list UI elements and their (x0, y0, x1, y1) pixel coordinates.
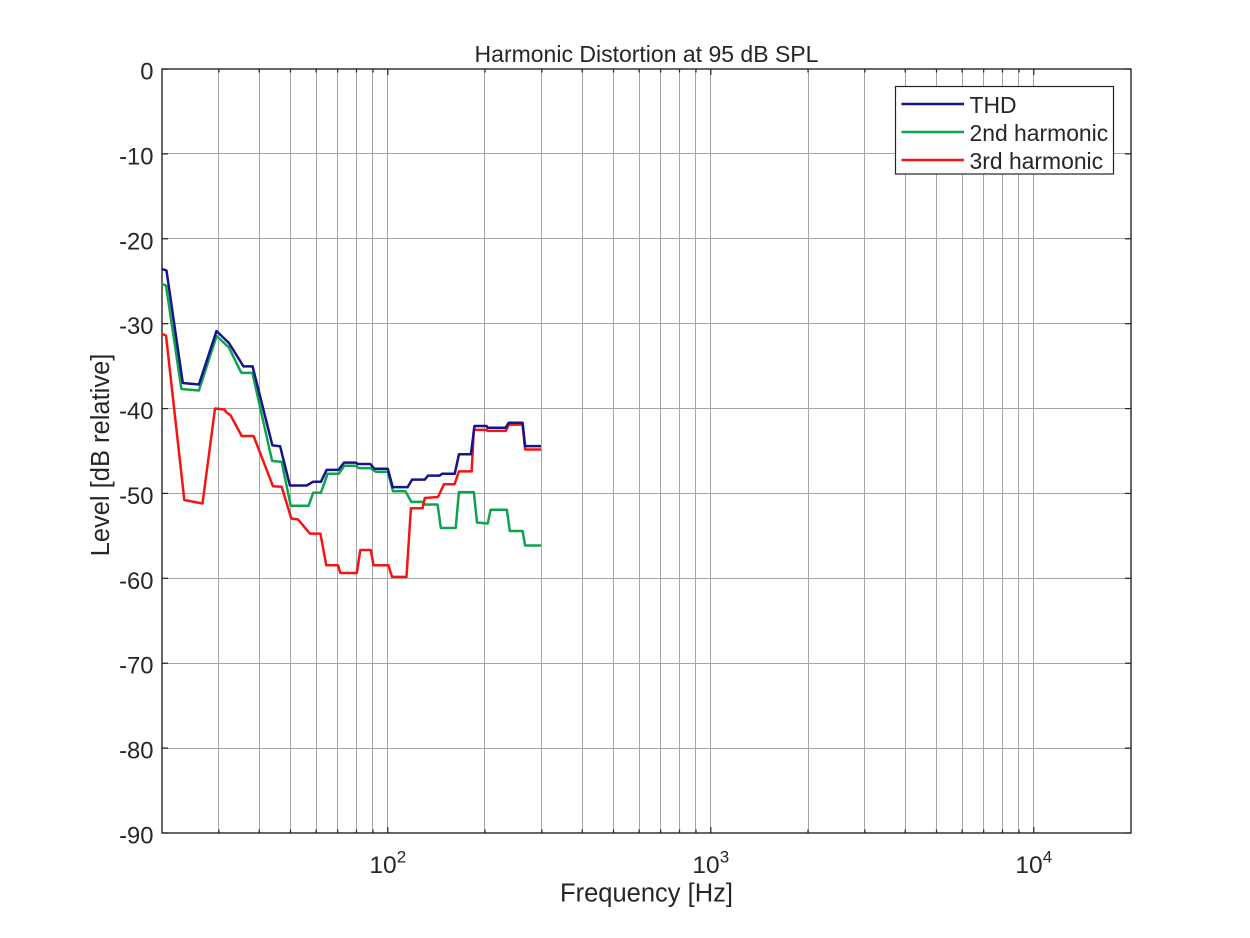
svg-text:-20: -20 (119, 228, 153, 255)
svg-text:-40: -40 (119, 398, 153, 425)
svg-text:Level [dB relative]: Level [dB relative] (87, 354, 115, 557)
svg-text:2nd harmonic: 2nd harmonic (970, 120, 1109, 146)
svg-text:0: 0 (140, 59, 153, 86)
svg-text:-10: -10 (119, 143, 153, 170)
svg-text:3rd harmonic: 3rd harmonic (970, 148, 1104, 174)
svg-text:-50: -50 (119, 483, 153, 510)
svg-text:-60: -60 (119, 568, 153, 595)
svg-text:-30: -30 (119, 313, 153, 340)
svg-text:-70: -70 (119, 653, 153, 680)
svg-text:-80: -80 (119, 738, 153, 765)
svg-text:THD: THD (970, 92, 1017, 118)
svg-text:Harmonic Distortion at 95 dB S: Harmonic Distortion at 95 dB SPL (475, 41, 819, 67)
svg-text:103: 103 (692, 848, 729, 880)
svg-text:-90: -90 (119, 823, 153, 850)
svg-text:Frequency [Hz]: Frequency [Hz] (560, 880, 733, 908)
